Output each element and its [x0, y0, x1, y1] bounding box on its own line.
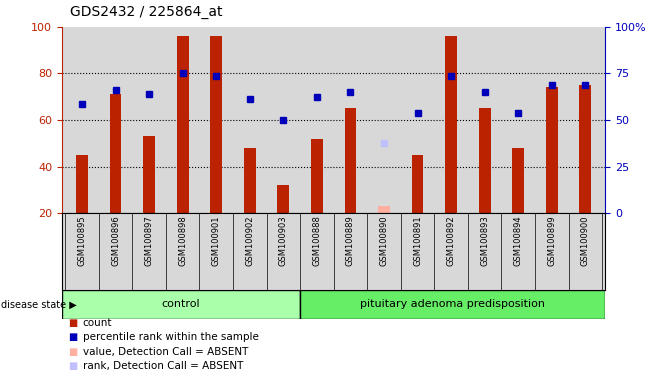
Text: GSM100892: GSM100892 [447, 215, 456, 266]
Bar [546, 88, 558, 213]
Text: GSM100891: GSM100891 [413, 215, 422, 266]
Bar [299, 290, 605, 319]
Bar [62, 290, 299, 319]
Text: GSM100899: GSM100899 [547, 215, 556, 266]
Text: control: control [161, 299, 200, 310]
Text: rank, Detection Call = ABSENT: rank, Detection Call = ABSENT [83, 361, 243, 371]
Text: value, Detection Call = ABSENT: value, Detection Call = ABSENT [83, 347, 248, 357]
Bar [512, 148, 524, 213]
Bar [411, 155, 423, 213]
Text: GSM100902: GSM100902 [245, 215, 255, 266]
Bar [210, 36, 222, 213]
Bar [378, 206, 390, 213]
Text: GSM100894: GSM100894 [514, 215, 523, 266]
Bar [109, 94, 121, 213]
Text: percentile rank within the sample: percentile rank within the sample [83, 332, 258, 342]
Text: GSM100901: GSM100901 [212, 215, 221, 266]
Bar [76, 155, 88, 213]
Text: GSM100895: GSM100895 [77, 215, 87, 266]
Text: GSM100903: GSM100903 [279, 215, 288, 266]
Bar [177, 36, 189, 213]
Text: ■: ■ [68, 361, 77, 371]
Text: GDS2432 / 225864_at: GDS2432 / 225864_at [70, 5, 223, 19]
Bar [478, 108, 490, 213]
Text: GSM100897: GSM100897 [145, 215, 154, 266]
Bar [579, 85, 591, 213]
Bar [311, 139, 323, 213]
Text: ■: ■ [68, 332, 77, 342]
Bar [244, 148, 256, 213]
Text: disease state ▶: disease state ▶ [1, 299, 76, 310]
Text: count: count [83, 318, 112, 328]
Text: ■: ■ [68, 347, 77, 357]
Bar [143, 136, 155, 213]
Text: pituitary adenoma predisposition: pituitary adenoma predisposition [360, 299, 545, 310]
Text: GSM100889: GSM100889 [346, 215, 355, 266]
Text: GSM100900: GSM100900 [581, 215, 590, 266]
Text: GSM100898: GSM100898 [178, 215, 187, 266]
Text: GSM100896: GSM100896 [111, 215, 120, 266]
Bar [344, 108, 356, 213]
Text: GSM100890: GSM100890 [380, 215, 389, 266]
Text: ■: ■ [68, 318, 77, 328]
Bar [277, 185, 289, 213]
Text: GSM100893: GSM100893 [480, 215, 489, 266]
Bar [445, 36, 457, 213]
Text: GSM100888: GSM100888 [312, 215, 322, 266]
